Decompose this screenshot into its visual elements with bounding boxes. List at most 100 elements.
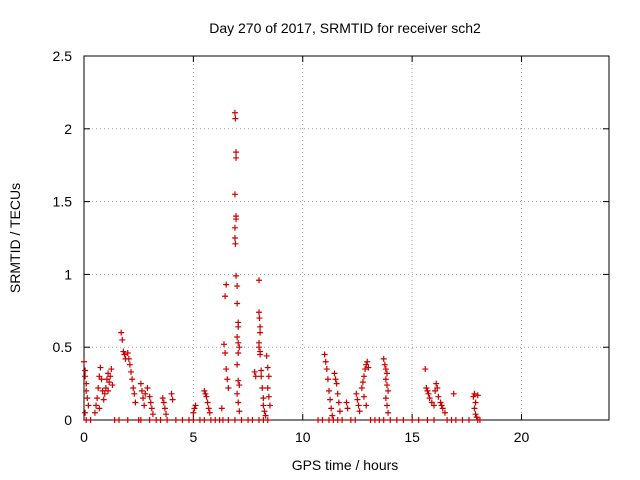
data-point [236, 344, 243, 351]
data-point [81, 358, 87, 365]
data-point [265, 393, 272, 400]
data-point [362, 366, 369, 373]
data-point [441, 409, 448, 416]
data-point [363, 402, 370, 409]
x-axis: 0 5 10 15 20 [80, 56, 529, 445]
data-points [81, 109, 483, 423]
data-point [204, 399, 211, 406]
data-point [121, 351, 128, 358]
data-point [231, 191, 238, 198]
data-point [259, 384, 266, 391]
data-point [91, 409, 98, 416]
data-point [82, 409, 89, 416]
data-point [125, 355, 132, 362]
data-point [146, 417, 153, 423]
data-point [333, 380, 340, 387]
data-point [365, 364, 372, 371]
data-point [179, 417, 186, 423]
data-point [205, 405, 212, 412]
data-point [219, 417, 226, 423]
x-tick-label: 15 [404, 429, 420, 445]
data-point [344, 405, 351, 412]
data-point [383, 402, 390, 409]
data-point [131, 390, 138, 397]
data-point [471, 390, 478, 397]
data-point [231, 224, 238, 231]
data-point [235, 323, 242, 330]
data-point [132, 399, 139, 406]
y-axis-title: SRMTID / TECUs [7, 183, 23, 293]
data-point [202, 390, 209, 397]
data-point [380, 417, 387, 423]
data-point [159, 395, 166, 402]
data-point [147, 399, 154, 406]
data-point [164, 417, 171, 423]
data-point [358, 384, 365, 391]
data-point [120, 348, 127, 355]
data-point [262, 412, 269, 419]
data-point [222, 293, 229, 300]
data-point [264, 364, 271, 371]
data-point [323, 366, 330, 373]
data-point [336, 408, 343, 415]
data-point [206, 409, 213, 416]
data-point [264, 417, 271, 423]
data-point [119, 336, 126, 343]
data-point [473, 414, 480, 421]
data-point [101, 390, 108, 397]
data-point [353, 390, 360, 397]
data-point [100, 396, 107, 403]
data-point [98, 376, 105, 383]
data-point [466, 417, 472, 423]
x-tick-label: 20 [514, 429, 530, 445]
data-point [141, 402, 148, 409]
data-point [233, 154, 240, 161]
data-point [258, 373, 265, 380]
data-point [339, 417, 346, 423]
data-point [335, 399, 342, 406]
data-point [231, 235, 238, 241]
data-point [364, 358, 371, 365]
data-point [126, 361, 133, 368]
data-point [140, 395, 147, 402]
data-point [118, 329, 125, 336]
data-point [409, 417, 416, 423]
data-point [381, 361, 388, 368]
data-point [328, 405, 335, 412]
data-point [400, 417, 407, 423]
data-point [331, 370, 338, 377]
plot-border [83, 55, 610, 421]
data-point [231, 417, 238, 423]
grid [84, 56, 609, 420]
data-point [387, 417, 394, 423]
data-point [221, 341, 227, 348]
data-point [450, 390, 457, 397]
data-point [235, 377, 242, 384]
data-point [148, 405, 155, 412]
data-point [234, 300, 241, 307]
chart-title: Day 270 of 2017, SRMTID for receiver sch… [209, 20, 481, 36]
data-point [415, 417, 422, 423]
data-point [355, 402, 362, 409]
data-point [238, 417, 245, 423]
data-point [434, 384, 441, 391]
data-point [261, 408, 268, 415]
data-point [163, 411, 170, 418]
data-point [169, 396, 176, 403]
data-point [168, 390, 175, 397]
data-point [380, 355, 387, 362]
data-point [265, 373, 272, 380]
data-point [85, 402, 92, 409]
data-point [256, 344, 262, 351]
data-point [95, 384, 102, 391]
data-point [234, 390, 241, 397]
data-point [234, 361, 241, 368]
data-point [382, 395, 389, 402]
data-point [361, 393, 367, 400]
data-point [231, 109, 238, 116]
data-point [106, 379, 113, 386]
data-point [137, 380, 144, 387]
data-point [138, 387, 145, 394]
data-point [256, 309, 262, 316]
